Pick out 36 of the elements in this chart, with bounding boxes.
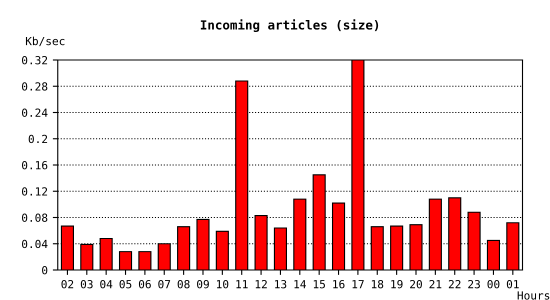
x-tick-label: 10 [216,280,228,288]
x-tick-label: 19 [391,280,403,288]
x-tick-label: 01 [506,280,519,288]
x-tick-label: 14 [294,280,306,288]
x-tick-label: 03 [80,280,93,288]
x-tick-label: 02 [61,280,74,288]
x-tick-label: 08 [178,280,190,288]
x-tick-label: 16 [333,280,345,288]
x-tick-label: 23 [468,280,480,288]
x-tick-label: 07 [158,280,170,288]
x-tick-label: 11 [236,280,248,288]
x-tick-label: 00 [487,280,500,288]
x-tick-label: 06 [138,280,151,288]
y-tick-label: 0.24 [22,108,48,117]
y-tick-label: 0.08 [22,214,48,222]
x-tick-label: 05 [120,280,132,288]
y-axis-title: Kb/sec [26,36,64,46]
x-tick-label: 18 [372,280,384,288]
x-tick-label: 15 [314,280,325,288]
chart-title: Incoming articles (size) [200,19,378,32]
y-tick-label: 0.04 [22,240,48,248]
x-tick-label: 12 [256,280,267,288]
x-tick-label: 04 [100,280,112,288]
y-tick-label: 0.2 [28,134,48,144]
y-tick-label: 0.32 [22,56,48,64]
x-tick-label: 22 [448,280,460,288]
x-axis-title: Hours [518,291,550,300]
x-tick-label: 09 [197,280,209,288]
y-tick-label: 0.28 [22,82,48,91]
x-tick-label: 21 [429,280,442,288]
y-tick-label: 0.16 [22,161,48,170]
x-tick-label: 13 [275,280,286,288]
y-tick-label: 0 [42,266,48,274]
x-tick-label: 17 [352,280,364,288]
x-tick-label: 20 [410,280,422,288]
y-tick-label: 0.12 [22,187,48,196]
